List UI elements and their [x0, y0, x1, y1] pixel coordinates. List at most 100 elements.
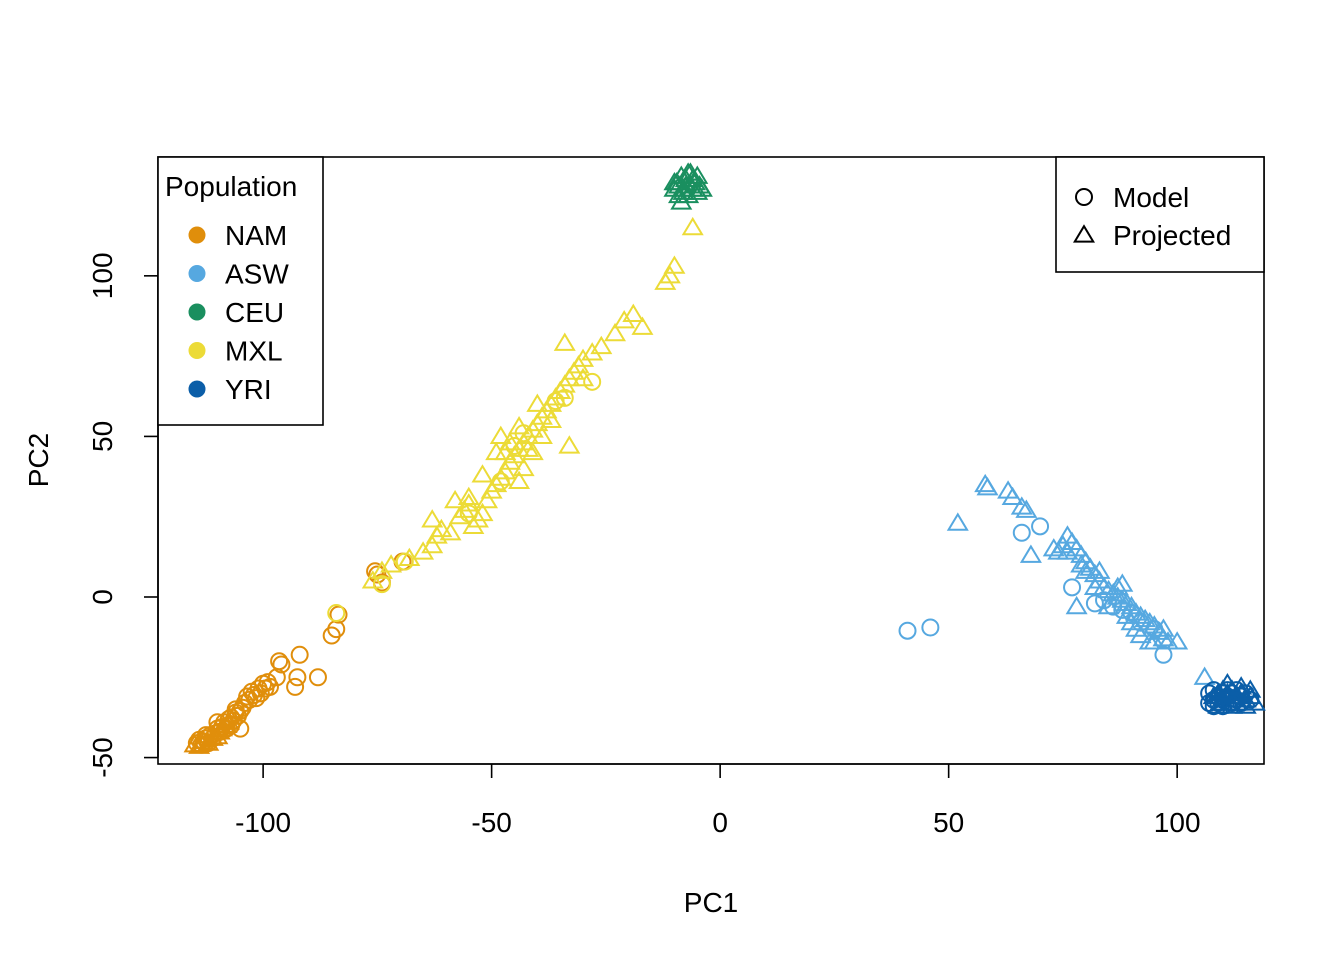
data-point-mxl-triangle: [439, 522, 462, 541]
data-point-asw-circle: [1031, 517, 1050, 536]
legend-label-asw: ASW: [225, 259, 289, 290]
data-point-asw-circle: [898, 621, 917, 640]
legend-swatch-ceu: [188, 303, 206, 321]
data-point-nam-triangle: [197, 732, 220, 751]
data-point-asw-triangle: [1115, 592, 1138, 612]
data-point-asw-triangle: [1019, 544, 1042, 563]
data-point-yri-triangle: [1221, 695, 1244, 714]
data-point-mxl-triangle: [553, 332, 576, 351]
data-point-nam-circle: [308, 668, 327, 687]
data-point-asw-triangle: [1097, 595, 1120, 615]
data-points: [183, 162, 1266, 754]
data-point-yri-triangle: [1239, 679, 1262, 698]
data-point-asw-triangle: [1125, 618, 1148, 637]
data-point-mxl-triangle: [444, 489, 467, 509]
x-tick-label: 100: [1154, 807, 1201, 838]
legend-label-nam: NAM: [225, 220, 287, 251]
data-point-nam-triangle: [183, 733, 206, 753]
data-point-ceu-triangle: [681, 178, 704, 197]
data-point-nam-circle: [290, 645, 309, 664]
data-point-mxl-triangle: [581, 342, 604, 361]
data-point-asw-triangle: [1152, 618, 1175, 637]
data-point-asw-circle: [921, 618, 940, 637]
data-point-nam-circle: [329, 605, 348, 624]
data-point-mxl-triangle: [361, 570, 384, 589]
data-point-yri-triangle: [1230, 676, 1253, 695]
data-point-mxl-circle: [583, 372, 602, 391]
x-tick-label: 50: [933, 807, 964, 838]
legend-marker-projected: [1072, 224, 1096, 243]
data-point-mxl-triangle: [512, 457, 535, 477]
data-point-mxl-triangle: [370, 560, 393, 579]
data-point-mxl-triangle: [572, 367, 595, 387]
data-point-ceu-triangle: [670, 191, 693, 210]
data-point-asw-triangle: [1056, 541, 1079, 560]
x-axis: -100 -50 0 50 100: [235, 763, 1201, 838]
data-point-asw-triangle: [1001, 486, 1024, 506]
data-point-ceu-triangle: [674, 175, 697, 194]
data-point-yri-triangle: [1207, 695, 1230, 714]
data-point-yri-triangle: [1234, 689, 1257, 708]
data-point-mxl-triangle: [517, 438, 540, 457]
data-point-nam-circle: [272, 655, 291, 674]
x-tick-label: -100: [235, 807, 291, 838]
data-point-nam-triangle: [217, 711, 240, 730]
data-point-nam-triangle: [192, 730, 215, 750]
data-point-mxl-triangle: [412, 541, 435, 560]
y-tick-label: 50: [87, 421, 118, 452]
data-point-asw-triangle: [1129, 605, 1152, 624]
data-point-ceu-triangle: [668, 184, 691, 204]
data-point-ceu-triangle: [672, 181, 695, 200]
data-point-ceu-triangle: [663, 171, 686, 191]
data-point-mxl-circle: [372, 575, 391, 594]
data-point-asw-triangle: [1152, 628, 1175, 647]
x-axis-label: PC1: [684, 887, 738, 918]
population-legend: Population NAM ASW CEU MXL YRI: [157, 156, 324, 426]
data-point-mxl-triangle: [558, 435, 581, 454]
legend-label-model: Model: [1113, 182, 1189, 213]
data-point-mxl-triangle: [508, 416, 531, 435]
data-point-asw-triangle: [946, 512, 969, 531]
data-point-mxl-triangle: [521, 441, 544, 461]
data-point-mxl-triangle: [421, 509, 444, 528]
data-point-nam-circle: [247, 689, 266, 708]
data-point-ceu-triangle: [679, 162, 702, 181]
data-point-asw-circle: [1063, 578, 1082, 597]
data-point-mxl-triangle: [471, 464, 494, 483]
data-point-asw-triangle: [1134, 608, 1157, 628]
type-legend: Model Projected: [1055, 156, 1265, 273]
data-point-nam-triangle: [201, 727, 224, 746]
legend-label-mxl: MXL: [225, 336, 283, 367]
data-point-mxl-triangle: [681, 216, 704, 236]
data-point-mxl-triangle: [540, 409, 563, 428]
data-point-mxl-triangle: [489, 425, 512, 445]
data-point-asw-triangle: [1115, 605, 1138, 624]
data-point-mxl-triangle: [590, 335, 613, 355]
legend-label-ceu: CEU: [225, 297, 284, 328]
data-point-ceu-triangle: [683, 171, 707, 191]
legend-swatch-yri: [188, 380, 206, 398]
data-point-nam-triangle: [210, 717, 233, 737]
legend-marker-model: [1075, 188, 1093, 206]
data-point-mxl-triangle: [663, 255, 686, 274]
data-point-mxl-triangle: [471, 502, 494, 522]
data-point-asw-triangle: [1166, 631, 1189, 650]
data-point-mxl-triangle: [421, 534, 444, 554]
data-point-mxl-triangle: [658, 265, 681, 284]
data-point-yri-triangle: [1221, 689, 1244, 708]
data-point-mxl-triangle: [494, 441, 517, 461]
data-point-mxl-circle: [395, 552, 414, 571]
data-point-mxl-triangle: [604, 322, 627, 342]
data-point-asw-triangle: [1015, 499, 1038, 518]
data-point-asw-circle: [1012, 523, 1031, 542]
data-point-yri-triangle: [1234, 695, 1257, 714]
data-point-yri-triangle: [1243, 692, 1266, 711]
legend-swatch-asw: [188, 265, 206, 282]
data-point-asw-triangle: [1111, 589, 1134, 608]
population-legend-box: [157, 156, 324, 426]
data-point-ceu-triangle: [686, 181, 709, 200]
legend-label-projected: Projected: [1113, 220, 1231, 251]
data-point-asw-triangle: [1010, 496, 1033, 515]
data-point-yri-triangle: [1216, 672, 1239, 692]
